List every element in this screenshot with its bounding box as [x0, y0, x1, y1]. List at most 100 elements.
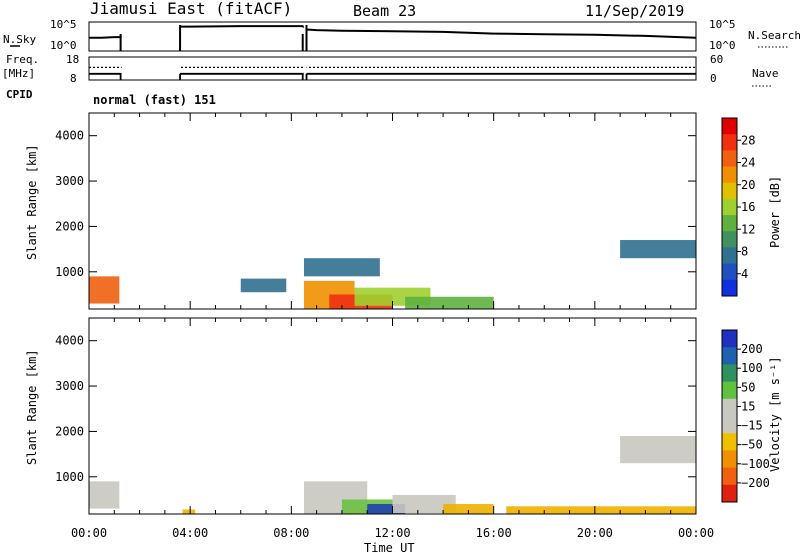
x-tick-label: 04:00: [172, 526, 208, 540]
cpid-label: CPID: [6, 88, 33, 101]
colorbar-segment: [722, 215, 737, 232]
nsky-label: N.Sky: [3, 33, 36, 46]
scatter-region: [620, 240, 696, 259]
colorbar-tick-label: 15: [741, 399, 755, 413]
colorbar-tick-label: 28: [741, 133, 755, 147]
power-colorbar: 28 24 20 16 12 8 4: [721, 117, 755, 297]
velocity-colorbar: 200 100 50 15 −15 −50 −100 −200: [721, 329, 770, 503]
colorbar-segment: [722, 484, 737, 503]
scatter-region: [89, 276, 120, 304]
colorbar-tick-label: 12: [741, 222, 755, 236]
noise-strip-frame: [88, 21, 697, 52]
colorbar-segment: [722, 150, 737, 168]
colorbar-segment: [722, 182, 737, 200]
noise-right-bot-tick: 10^0: [709, 39, 736, 52]
freq-left-bot-tick: 8: [70, 72, 77, 85]
colorbar-segment: [722, 467, 737, 486]
scatter-region: [443, 504, 494, 514]
x-axis-label: Time UT: [364, 541, 415, 554]
colorbar-frame: [721, 329, 738, 503]
power-panel-frame: [88, 112, 697, 310]
power-y-axis: 1000 2000 3000 4000: [55, 113, 697, 309]
scatter-region: [303, 258, 380, 277]
noise-left-top-tick: 10^5: [50, 18, 77, 31]
y-tick-label: 2000: [55, 219, 84, 233]
x-tick-label: 16:00: [476, 526, 512, 540]
colorbar-tick-label: 4: [741, 267, 748, 281]
nsearch-label: N.Search: [748, 29, 800, 42]
noise-gap: [303, 23, 307, 50]
colorbar-segment: [722, 231, 737, 248]
colorbar-segment: [722, 398, 737, 417]
velocity-y-axis-label: Slant Range [km]: [25, 349, 39, 465]
freq-label: Freq.: [6, 53, 39, 66]
nave-right-top-tick: 60: [710, 53, 723, 66]
freq-unit-label: [MHz]: [2, 67, 35, 80]
colorbar-segment: [722, 279, 737, 297]
freq-gap: [121, 58, 181, 79]
colorbar-segment: [722, 118, 737, 135]
colorbar-segment: [722, 347, 737, 365]
power-cells: [89, 240, 696, 309]
freq-nave-series: [89, 58, 696, 80]
x-tick-label: 12:00: [374, 526, 410, 540]
scatter-region: [89, 481, 120, 509]
scatter-region: [506, 506, 696, 514]
colorbar-tick-label: −50: [741, 438, 763, 452]
noise-series: [89, 23, 697, 51]
y-tick-label: 3000: [55, 174, 84, 188]
y-tick-label: 4000: [55, 129, 84, 143]
scatter-region: [620, 435, 696, 464]
plot-title: Jiamusi East (fitACF): [90, 0, 292, 18]
colorbar-segment: [722, 364, 737, 383]
y-tick-label: 3000: [55, 379, 84, 393]
scatter-region: [405, 296, 494, 309]
colorbar-tick-label: 24: [741, 156, 755, 170]
colorbar-segment: [722, 433, 737, 451]
freq-left-top-tick: 18: [66, 53, 79, 66]
power-y-axis-label: Slant Range [km]: [25, 144, 39, 260]
velocity-colorbar-label: Velocity [m s⁻¹]: [768, 356, 782, 472]
nave-right-bot-tick: 0: [710, 72, 717, 85]
colorbar-segment: [722, 198, 737, 216]
power-colorbar-label: Power [dB]: [768, 176, 782, 248]
colorbar-segment: [722, 330, 737, 348]
beam-label: Beam 23: [353, 2, 416, 20]
scatter-region: [392, 494, 456, 514]
velocity-cells: [89, 435, 696, 514]
colorbar-tick-label: 16: [741, 200, 755, 214]
colorbar-segment: [722, 381, 737, 400]
y-tick-label: 1000: [55, 265, 84, 279]
colorbar-segment: [722, 416, 737, 434]
colorbar-tick-label: −15: [741, 419, 763, 433]
colorbar-tick-label: 20: [741, 178, 755, 192]
colorbar-tick-label: 200: [741, 342, 763, 356]
x-tick-label: 08:00: [273, 526, 309, 540]
scatter-region: [182, 509, 196, 514]
noise-left-bot-tick: 10^0: [50, 39, 77, 52]
velocity-y-axis: 1000 2000 3000 4000: [55, 318, 697, 514]
colorbar-tick-label: 50: [741, 380, 755, 394]
colorbar-segment: [722, 263, 737, 281]
y-tick-label: 2000: [55, 424, 84, 438]
scatter-region: [367, 504, 406, 514]
colorbar-tick-label: 8: [741, 245, 748, 259]
cpid-text: normal (fast) 151: [93, 93, 216, 107]
freq-gap: [303, 58, 307, 79]
date-label: 11/Sep/2019: [585, 2, 684, 20]
velocity-panel-frame: [88, 317, 697, 515]
y-tick-label: 1000: [55, 470, 84, 484]
x-tick-label: 20:00: [577, 526, 613, 540]
time-axis: 00:00 04:00 08:00 12:00 16:00 20:00 00:00: [71, 526, 714, 540]
colorbar-segment: [722, 247, 737, 265]
x-tick-label: 00:00: [71, 526, 107, 540]
noise-right-top-tick: 10^5: [709, 18, 736, 31]
colorbar-segment: [722, 450, 737, 469]
scatter-region: [240, 278, 287, 293]
nave-label: Nave: [752, 67, 779, 80]
colorbar-segment: [722, 166, 737, 184]
colorbar-segment: [722, 134, 737, 151]
x-tick-label: 00:00: [678, 526, 714, 540]
noise-gap: [121, 23, 181, 50]
freq-strip-frame: [88, 56, 697, 81]
